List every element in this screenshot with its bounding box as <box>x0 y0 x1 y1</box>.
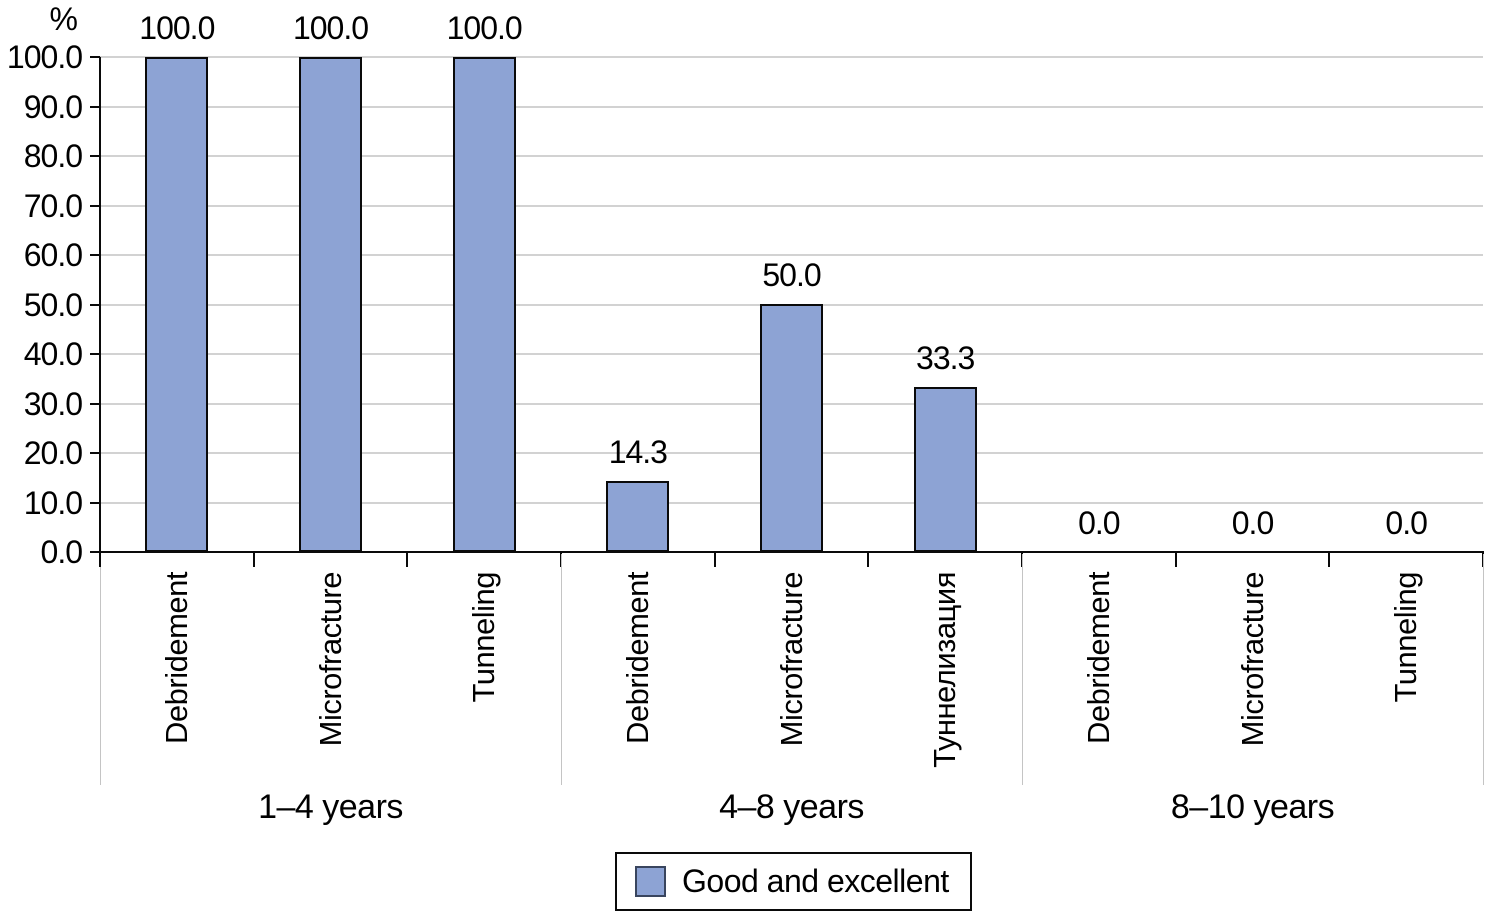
category-label: Microfracture <box>1234 572 1270 747</box>
bar <box>606 481 670 552</box>
bar <box>760 304 823 552</box>
category-label: Microfracture <box>773 572 809 747</box>
group-separator <box>560 554 562 785</box>
y-axis-tick-mark <box>90 254 100 256</box>
group-separator <box>1021 554 1023 785</box>
legend-box: Good and excellent <box>615 852 972 911</box>
bar-value-label: 100.0 <box>446 10 523 46</box>
bar <box>452 57 516 552</box>
x-axis-tick-mark <box>406 552 409 567</box>
y-axis-tick-mark <box>90 452 100 454</box>
y-axis-tick-label: 100.0 <box>6 39 83 75</box>
category-label: Tunneling <box>1388 572 1424 703</box>
gridline <box>100 56 1483 58</box>
bar <box>299 57 362 552</box>
gridline <box>100 155 1483 157</box>
gridline <box>100 204 1483 207</box>
group-label: 1–4 years <box>258 788 403 826</box>
bar-value-label: 100.0 <box>139 10 215 46</box>
legend-label: Good and excellent <box>682 863 949 899</box>
category-label: Debridement <box>619 572 655 744</box>
y-axis-tick-label: 90.0 <box>23 88 83 125</box>
y-axis-tick-label: 70.0 <box>23 187 83 224</box>
category-label: Microfracture <box>312 572 348 747</box>
category-label: Debridement <box>158 572 194 744</box>
x-axis-tick-mark <box>1328 552 1331 567</box>
category-label: Debridement <box>1080 572 1116 744</box>
y-axis-tick-mark <box>90 204 100 207</box>
x-axis-line <box>99 551 1484 553</box>
y-axis-tick-mark <box>90 501 100 504</box>
y-axis-line <box>99 57 101 567</box>
bar-value-label: 14.3 <box>608 434 668 470</box>
y-axis-tick-label: 40.0 <box>23 336 83 372</box>
y-axis-tick-mark <box>90 155 100 157</box>
y-axis-tick-label: 50.0 <box>23 286 83 323</box>
y-axis-tick-mark <box>90 402 100 405</box>
y-axis-tick-mark <box>90 353 100 355</box>
y-axis-tick-mark <box>90 551 100 553</box>
legend-swatch-icon <box>635 866 666 897</box>
group-label: 4–8 years <box>719 788 864 826</box>
category-label: Tunneling <box>466 572 502 703</box>
x-axis-tick-mark <box>252 552 255 567</box>
y-axis-tick-label: 30.0 <box>23 385 83 422</box>
bar-value-label: 0.0 <box>1385 505 1427 541</box>
category-label: Туннелизация <box>927 572 963 768</box>
group-label: 8–10 years <box>1170 788 1335 826</box>
group-separator <box>99 554 101 785</box>
bar-value-label: 50.0 <box>762 257 821 293</box>
bar-value-label: 0.0 <box>1231 505 1274 541</box>
gridline <box>100 254 1483 256</box>
group-separator <box>1482 554 1484 785</box>
bar-value-label: 100.0 <box>292 10 369 46</box>
x-axis-tick-mark <box>713 552 716 567</box>
y-axis-tick-label: 10.0 <box>23 484 83 521</box>
y-axis-tick-mark <box>90 105 100 108</box>
y-axis-tick-label: 0.0 <box>40 534 83 570</box>
x-axis-tick-mark <box>1174 552 1177 567</box>
x-axis-tick-mark <box>867 552 870 567</box>
bar <box>913 387 977 552</box>
y-axis-tick-mark <box>90 303 100 306</box>
y-axis-tick-label: 60.0 <box>23 237 83 273</box>
bar-value-label: 0.0 <box>1078 505 1120 541</box>
bar-value-label: 33.3 <box>916 340 975 376</box>
y-axis-tick-label: 20.0 <box>23 435 83 471</box>
y-axis-unit-label: % <box>49 1 78 37</box>
y-axis-tick-label: 80.0 <box>23 138 83 174</box>
gridline <box>100 105 1483 108</box>
y-axis-tick-mark <box>90 56 100 58</box>
bar <box>145 57 209 552</box>
